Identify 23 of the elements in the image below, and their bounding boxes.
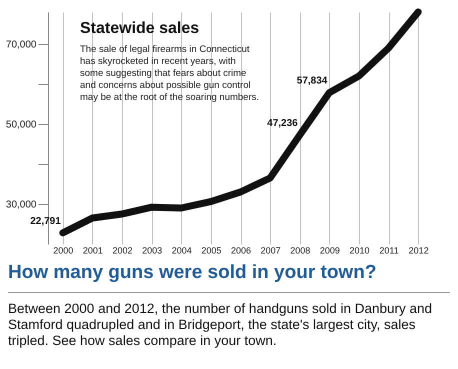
text: 22,791 <box>30 216 61 227</box>
x-tick-label: 2000 <box>53 246 74 256</box>
y-tick-label: 70,000 <box>6 40 37 50</box>
x-tick-label: 2011 <box>379 246 399 256</box>
text: 47,236 <box>267 118 298 130</box>
x-tick-label: 2004 <box>172 246 192 256</box>
x-tick-label: 2008 <box>290 246 310 256</box>
x-tick-label: 2002 <box>112 246 133 256</box>
x-tick-label: 2006 <box>230 246 252 256</box>
x-tick-label: 2010 <box>349 246 370 256</box>
x-tick-label: 2009 <box>320 246 340 256</box>
x-tick-label: 2012 <box>408 246 429 256</box>
chart-title: Statewide sales <box>80 20 200 38</box>
text: Between 2000 and 2012, the number of handguns sold in Danbury and Stamford quadrupled and in Bridgeport, the state's largest city, sales tripled. See how sales compare in your town. <box>8 301 434 349</box>
y-tick-label: 30,000 <box>6 200 37 210</box>
text: 57,834 <box>296 76 328 87</box>
x-tick-label: 2005 <box>201 246 222 256</box>
text: How many guns were sold in your town? <box>8 262 450 293</box>
x-tick-label: 2007 <box>260 246 281 256</box>
x-tick-label: 2003 <box>142 246 162 256</box>
x-tick-label: 2001 <box>82 246 103 256</box>
y-tick-label: 50,000 <box>6 120 37 130</box>
text: The sale of legal firearms in Connecticut has skyrocketed in recent years, with some suggesting that fears about crime and concerns about possible gun control may be at the root of the soaring numbers. <box>80 44 260 104</box>
